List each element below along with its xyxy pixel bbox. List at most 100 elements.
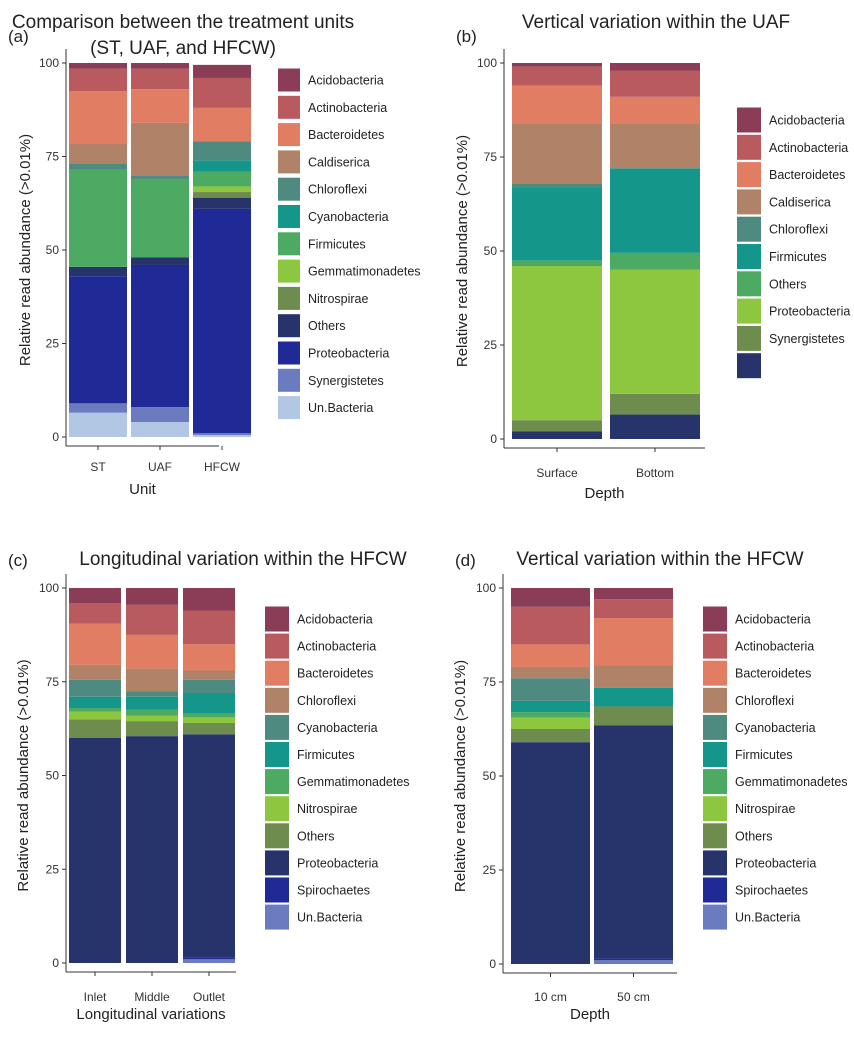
- panel-2-bar-2-segment-8: [183, 670, 235, 680]
- panel-0-legend-label-0: Acidobacteria: [308, 74, 384, 88]
- panel-2-legend-swatch-4: [265, 714, 289, 740]
- panel-0-y-tick-label-2: 50: [46, 243, 60, 257]
- panel-3-legend-swatch-7: [703, 796, 727, 822]
- panel-1-legend-swatch-1: [737, 134, 761, 160]
- panel-2-x-tick-label-2: Outlet: [193, 990, 226, 1004]
- panel-3-bar-0-segment-4: [511, 717, 590, 729]
- panel-1-legend-label-6: Others: [769, 277, 807, 291]
- panel-3-bar-0-segment-9: [511, 644, 590, 667]
- panel-2-y-tick-label-4: 100: [39, 581, 59, 595]
- panel-3-bar-0-segment-2: [511, 742, 590, 964]
- panel-1-y-tick-label-3: 75: [484, 150, 498, 164]
- panel-1-bar-0-segment-9: [512, 63, 602, 67]
- panel-3-bar-0-segment-8: [511, 666, 590, 679]
- panel-3-bar-0-segment-6: [511, 700, 590, 713]
- panel-2-bar-0-segment-5: [69, 708, 121, 712]
- panel-2-legend-label-0: Acidobacteria: [297, 613, 373, 627]
- panel-1-bar-0-segment-3: [512, 260, 602, 267]
- panel-1-y-axis-title: Relative read abundance (>0.01%): [454, 135, 471, 367]
- panel-3-y-tick-label-2: 50: [483, 769, 497, 783]
- panel-1-legend-swatch-0: [737, 107, 761, 133]
- panel-2-legend-swatch-7: [265, 796, 289, 822]
- panel-0-bar-2-segment-6: [193, 171, 251, 187]
- panel-2-bar-0-segment-11: [69, 588, 121, 603]
- panel-2-y-tick-label-2: 50: [46, 769, 60, 783]
- panel-0-legend-label-2: Bacteroidetes: [308, 128, 384, 142]
- panel-3-legend-label-3: Chloroflexi: [735, 694, 794, 708]
- panel-2-legend-swatch-8: [265, 823, 289, 849]
- panel-0-bar-1-segment-9: [131, 122, 189, 176]
- panel-2-bar-2-segment-7: [183, 679, 235, 693]
- panel-0-legend-label-8: Nitrospirae: [308, 292, 368, 306]
- panel-1-bar-0-segment-7: [512, 85, 602, 124]
- panel-3-legend-swatch-8: [703, 823, 727, 849]
- panel-3-legend-label-6: Gemmatimonadetes: [735, 775, 848, 789]
- panel-1-legend-label-8: Synergistetes: [769, 332, 845, 346]
- panel-0-bar-1-segment-1: [131, 407, 189, 423]
- panel-1-bar-1-segment-2: [610, 269, 700, 394]
- panel-0-bar-2-segment-4: [193, 192, 251, 198]
- panel-2-bar-0-segment-6: [69, 696, 121, 708]
- panel-0-y-tick-label-1: 25: [46, 337, 60, 351]
- panel-0-legend-label-4: Chloroflexi: [308, 183, 367, 197]
- panel-0-y-tick-label-4: 100: [39, 56, 59, 70]
- panel-0-bar-1-segment-8: [131, 175, 189, 179]
- panel-0-y-tick-label-3: 75: [46, 150, 60, 164]
- panel-1-y-tick-label-4: 100: [477, 56, 497, 70]
- panel-2-legend-label-6: Gemmatimonadetes: [297, 775, 410, 789]
- panel-1-legend-label-2: Bacteroidetes: [769, 168, 845, 182]
- panel-2-legend-label-9: Proteobacteria: [297, 856, 378, 870]
- panel-2-bar-2-segment-3: [183, 723, 235, 735]
- panel-2-bar-1-segment-4: [126, 715, 178, 722]
- panel-1-legend-label-0: Acidobacteria: [769, 114, 845, 128]
- panel-0-bar-2-segment-5: [193, 186, 251, 193]
- panel-0-legend-label-1: Actinobacteria: [308, 101, 387, 115]
- panel-2-legend-label-2: Bacteroidetes: [297, 667, 373, 681]
- panel-2-legend-label-8: Others: [297, 829, 335, 843]
- panel-3-x-tick-label-0: 10 cm: [534, 990, 567, 1004]
- panel-2-bar-1-segment-11: [126, 588, 178, 605]
- panel-1-legend-swatch-2: [737, 162, 761, 188]
- panel-0-legend-label-7: Gemmatimonadetes: [308, 265, 421, 279]
- panel-2-y-axis-title: Relative read abundance (>0.01%): [15, 659, 32, 891]
- panel-3-legend-label-4: Cyanobacteria: [735, 721, 816, 735]
- panel-2-bar-0-segment-7: [69, 679, 121, 697]
- panel-2-bar-2-segment-10: [183, 610, 235, 645]
- panel-0-bar-1-segment-2: [131, 264, 189, 408]
- panel-3-legend-swatch-11: [703, 904, 727, 930]
- panel-1-bar-1-segment-8: [610, 70, 700, 97]
- panel-1-bar-0-segment-5: [512, 183, 602, 188]
- panel-2-bar-0-segment-10: [69, 603, 121, 624]
- panel-2-bar-0-segment-8: [69, 664, 121, 680]
- panel-2-bar-2-segment-2: [183, 734, 235, 958]
- panel-2-legend-label-3: Chloroflexi: [297, 694, 356, 708]
- panel-0-bar-1-segment-0: [131, 422, 189, 437]
- panel-0-bar-2-segment-7: [193, 160, 251, 172]
- panel-3-bar-0-segment-10: [511, 606, 590, 645]
- panel-0-bar-0-segment-10: [69, 91, 127, 144]
- panel-0-bar-0-segment-12: [69, 63, 127, 69]
- panel-0-bar-2-segment-11: [193, 77, 251, 108]
- panel-0-x-tick-label-2: HFCW: [204, 460, 241, 474]
- panel-2-bar-1-segment-10: [126, 604, 178, 635]
- panel-3-bar-1-segment-8: [594, 665, 673, 688]
- panel-3-y-tick-label-3: 75: [483, 675, 497, 689]
- panel-0-legend-label-10: Proteobacteria: [308, 347, 389, 361]
- panel-2-label: (c): [8, 551, 28, 570]
- panel-0-bar-2-segment-12: [193, 64, 251, 78]
- panel-1-legend-swatch-3: [737, 189, 761, 215]
- panel-0-title-line-0: Comparison between the treatment units: [12, 12, 354, 33]
- panel-3-legend-swatch-9: [703, 850, 727, 876]
- panel-2-legend-swatch-6: [265, 769, 289, 795]
- panel-2-x-axis-title: Longitudinal variations: [76, 1006, 225, 1023]
- panel-1-y-tick-label-1: 25: [484, 338, 498, 352]
- panel-0-legend-swatch-2: [278, 123, 300, 147]
- panel-2-x-tick-label-0: Inlet: [84, 990, 107, 1004]
- panel-2-bar-0-segment-2: [69, 738, 121, 963]
- panel-3-bar-0-segment-11: [511, 588, 590, 607]
- panel-0-x-tick-label-0: ST: [90, 460, 106, 474]
- panel-1-x-tick-label-1: Bottom: [636, 466, 674, 480]
- panel-3-bar-1-segment-9: [594, 618, 673, 666]
- panel-2-legend-swatch-5: [265, 742, 289, 767]
- panel-0-legend-swatch-0: [278, 68, 300, 92]
